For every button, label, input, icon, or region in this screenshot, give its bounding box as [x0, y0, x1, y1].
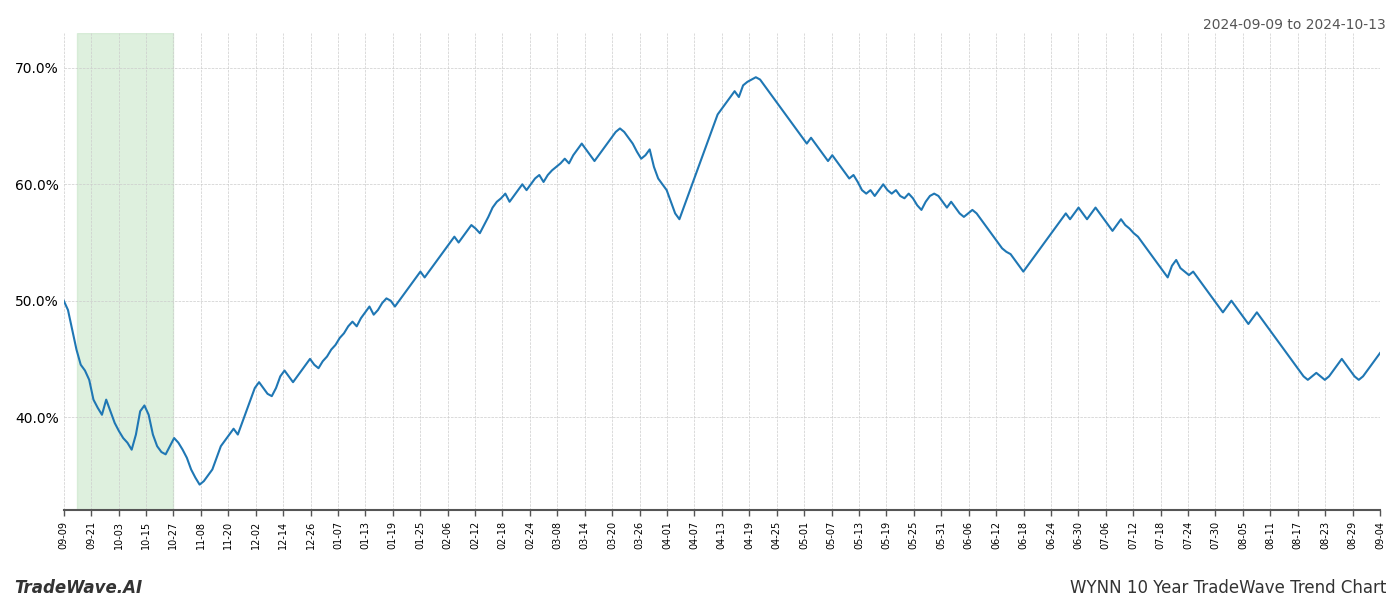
Text: TradeWave.AI: TradeWave.AI [14, 579, 143, 597]
Bar [77, 33, 174, 510]
Text: WYNN 10 Year TradeWave Trend Chart: WYNN 10 Year TradeWave Trend Chart [1070, 579, 1386, 597]
Text: 2024-09-09 to 2024-10-13: 2024-09-09 to 2024-10-13 [1203, 18, 1386, 32]
